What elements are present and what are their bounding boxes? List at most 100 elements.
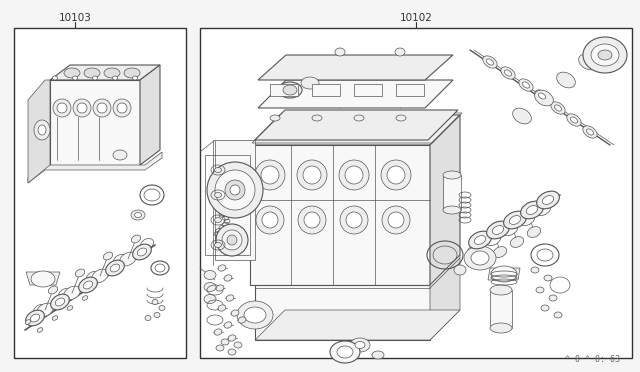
Polygon shape (250, 115, 460, 145)
Ellipse shape (113, 76, 118, 80)
Polygon shape (258, 55, 453, 80)
Ellipse shape (297, 160, 327, 190)
Polygon shape (50, 80, 140, 165)
Text: 10102: 10102 (399, 13, 433, 23)
Ellipse shape (519, 79, 533, 91)
Ellipse shape (145, 315, 151, 321)
Ellipse shape (504, 211, 526, 229)
Ellipse shape (132, 244, 151, 260)
Ellipse shape (214, 243, 221, 247)
Ellipse shape (104, 68, 120, 78)
Ellipse shape (388, 212, 404, 228)
Ellipse shape (598, 50, 612, 60)
Ellipse shape (304, 212, 320, 228)
Bar (490, 290, 512, 328)
Ellipse shape (464, 246, 496, 270)
Ellipse shape (395, 48, 405, 56)
Ellipse shape (138, 248, 147, 256)
Ellipse shape (591, 44, 619, 66)
Ellipse shape (113, 150, 127, 160)
Polygon shape (430, 115, 460, 285)
Ellipse shape (57, 103, 67, 113)
Ellipse shape (534, 90, 554, 106)
Ellipse shape (31, 271, 55, 287)
Ellipse shape (53, 99, 71, 117)
Ellipse shape (224, 322, 232, 328)
Polygon shape (430, 255, 460, 340)
Bar (270, 84, 298, 96)
Ellipse shape (354, 115, 364, 121)
Ellipse shape (372, 351, 384, 359)
Text: ^ 0 ^ 0: 63: ^ 0 ^ 0: 63 (565, 356, 620, 365)
Ellipse shape (554, 312, 562, 318)
Ellipse shape (486, 234, 500, 246)
Ellipse shape (224, 275, 232, 281)
Ellipse shape (106, 260, 124, 276)
Polygon shape (215, 140, 255, 260)
Ellipse shape (467, 244, 483, 256)
Ellipse shape (73, 99, 91, 117)
Ellipse shape (474, 235, 486, 244)
Ellipse shape (49, 286, 58, 294)
Ellipse shape (218, 265, 226, 271)
Ellipse shape (83, 281, 93, 289)
Ellipse shape (340, 206, 368, 234)
Ellipse shape (486, 221, 509, 239)
Ellipse shape (76, 269, 84, 277)
Ellipse shape (583, 37, 627, 73)
Ellipse shape (159, 305, 165, 311)
Ellipse shape (37, 328, 43, 332)
Ellipse shape (270, 115, 280, 121)
Ellipse shape (117, 103, 127, 113)
Ellipse shape (339, 160, 369, 190)
Ellipse shape (549, 295, 557, 301)
Ellipse shape (509, 216, 521, 224)
Ellipse shape (132, 76, 138, 80)
Ellipse shape (51, 294, 69, 310)
Polygon shape (250, 145, 430, 285)
Ellipse shape (355, 341, 365, 349)
Ellipse shape (214, 167, 221, 173)
Ellipse shape (443, 171, 461, 179)
Ellipse shape (255, 160, 285, 190)
Ellipse shape (476, 257, 489, 267)
Ellipse shape (131, 235, 141, 243)
Ellipse shape (113, 254, 127, 266)
Ellipse shape (77, 103, 87, 113)
Ellipse shape (221, 339, 229, 345)
Ellipse shape (551, 102, 565, 114)
Ellipse shape (52, 76, 58, 80)
Ellipse shape (225, 180, 245, 200)
Ellipse shape (303, 166, 321, 184)
Ellipse shape (97, 103, 107, 113)
Ellipse shape (222, 230, 242, 250)
Ellipse shape (510, 237, 524, 247)
Ellipse shape (387, 166, 405, 184)
Ellipse shape (230, 185, 240, 195)
Polygon shape (255, 285, 430, 340)
Ellipse shape (34, 120, 50, 140)
Ellipse shape (298, 206, 326, 234)
Ellipse shape (536, 191, 559, 209)
Bar (354, 84, 382, 96)
Ellipse shape (218, 305, 226, 311)
Ellipse shape (535, 90, 549, 102)
Ellipse shape (312, 115, 322, 121)
Ellipse shape (335, 48, 345, 56)
Ellipse shape (554, 105, 561, 111)
Ellipse shape (345, 166, 363, 184)
Ellipse shape (82, 296, 88, 300)
Ellipse shape (491, 266, 517, 282)
Ellipse shape (237, 301, 273, 329)
Ellipse shape (226, 295, 234, 301)
Ellipse shape (64, 68, 80, 78)
Ellipse shape (536, 204, 550, 216)
Ellipse shape (238, 317, 246, 323)
Ellipse shape (52, 316, 58, 320)
Ellipse shape (261, 166, 279, 184)
Bar (200, 28, 632, 358)
Ellipse shape (502, 224, 518, 235)
Ellipse shape (513, 108, 531, 124)
Ellipse shape (25, 320, 31, 324)
Ellipse shape (586, 129, 593, 135)
